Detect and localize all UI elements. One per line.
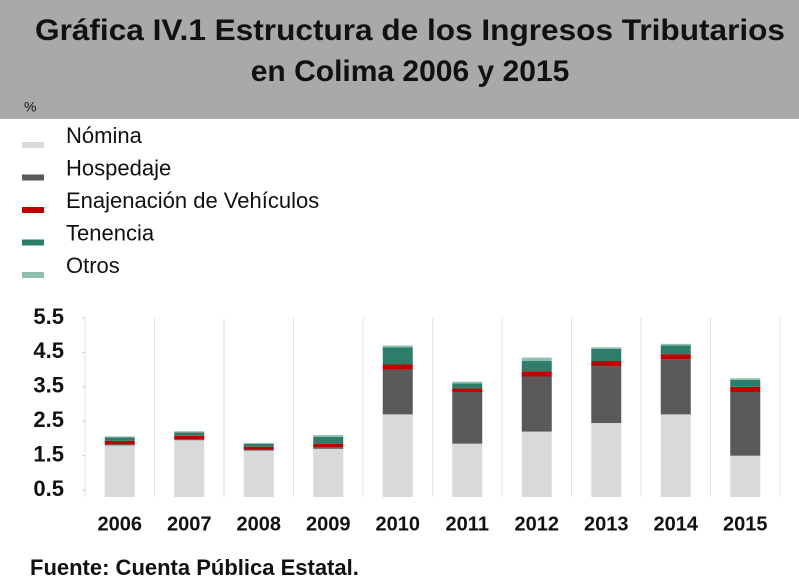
x-tick-label: 2008 — [237, 513, 282, 535]
legend-label: Tenencia — [66, 220, 155, 245]
bar-segment — [521, 371, 552, 377]
bar-segment — [730, 379, 761, 387]
bar-segment — [104, 440, 135, 445]
bar-segment — [382, 345, 413, 348]
legend-label: Hospedaje — [66, 155, 171, 180]
bar-segment — [174, 440, 205, 497]
bar-segment — [452, 388, 483, 393]
bar-segment — [243, 443, 274, 447]
bar-segment — [313, 435, 344, 437]
bar-segment — [660, 414, 691, 497]
bar-segment — [104, 436, 135, 438]
legend-label: Enajenación de Vehículos — [66, 188, 319, 213]
bar-segment — [452, 383, 483, 389]
x-tick-label: 2015 — [723, 513, 768, 535]
x-tick-label: 2013 — [584, 513, 629, 535]
bar-segment — [660, 359, 691, 415]
bar-segment — [730, 392, 761, 456]
bar-segment — [313, 448, 344, 497]
bar-segment — [521, 357, 552, 362]
bar-segment — [243, 450, 274, 497]
bar-segment — [174, 431, 205, 433]
bar-segment — [730, 455, 761, 497]
bar-segment — [660, 345, 691, 355]
bar-segment — [452, 443, 483, 497]
bar-segment — [104, 445, 135, 497]
bar-segment — [660, 354, 691, 360]
y-tick-label: 0.5 — [33, 476, 64, 501]
x-tick-label: 2009 — [306, 513, 351, 535]
bar-segment — [313, 443, 344, 448]
bar-segment — [382, 347, 413, 365]
y-tick-label: 2.5 — [33, 407, 64, 432]
bar-segment — [313, 447, 344, 449]
y-tick-label: 4.5 — [33, 338, 64, 363]
bar-segment — [660, 343, 691, 346]
title-band — [0, 0, 799, 119]
x-tick-label: 2011 — [446, 513, 489, 535]
x-tick-label: 2012 — [515, 513, 560, 535]
x-tick-label: 2014 — [654, 513, 699, 535]
bar-segment — [313, 436, 344, 444]
bar-segment — [243, 446, 274, 450]
chart-title: en Colima 2006 y 2015 — [251, 55, 570, 88]
bar-segment — [591, 348, 622, 362]
bar-segment — [730, 386, 761, 393]
bar-segment — [452, 381, 483, 384]
bar-segment — [174, 439, 205, 441]
bar-segment — [591, 422, 622, 497]
legend-label: Nómina — [66, 123, 143, 148]
bar-segment — [521, 376, 552, 432]
bar-segment — [174, 432, 205, 436]
bar-segment — [521, 361, 552, 372]
bar-segment — [382, 364, 413, 370]
y-tick-label: 5.5 — [33, 304, 64, 329]
bar-segment — [243, 449, 274, 451]
bar-segment — [174, 435, 205, 440]
bar-segment — [243, 442, 274, 444]
y-axis-label: % — [24, 99, 36, 115]
bar-segment — [591, 361, 622, 367]
legend-label: Otros — [66, 253, 120, 278]
bar-segment — [382, 369, 413, 415]
bar-segment — [104, 437, 135, 441]
bar-segment — [591, 366, 622, 423]
bar-segment — [452, 392, 483, 444]
source-note: Fuente: Cuenta Pública Estatal. — [30, 555, 359, 579]
bar-segment — [104, 444, 135, 446]
chart-title: Gráfica IV.1 Estructura de los Ingresos … — [35, 14, 785, 47]
x-tick-label: 2006 — [98, 513, 143, 535]
x-tick-label: 2007 — [167, 513, 212, 535]
x-tick-label: 2010 — [376, 513, 421, 535]
bar-segment — [730, 378, 761, 380]
bar-segment — [382, 414, 413, 497]
y-tick-label: 3.5 — [33, 373, 64, 398]
y-tick-label: 1.5 — [33, 442, 64, 467]
bar-segment — [521, 431, 552, 497]
bar-segment — [591, 347, 622, 349]
